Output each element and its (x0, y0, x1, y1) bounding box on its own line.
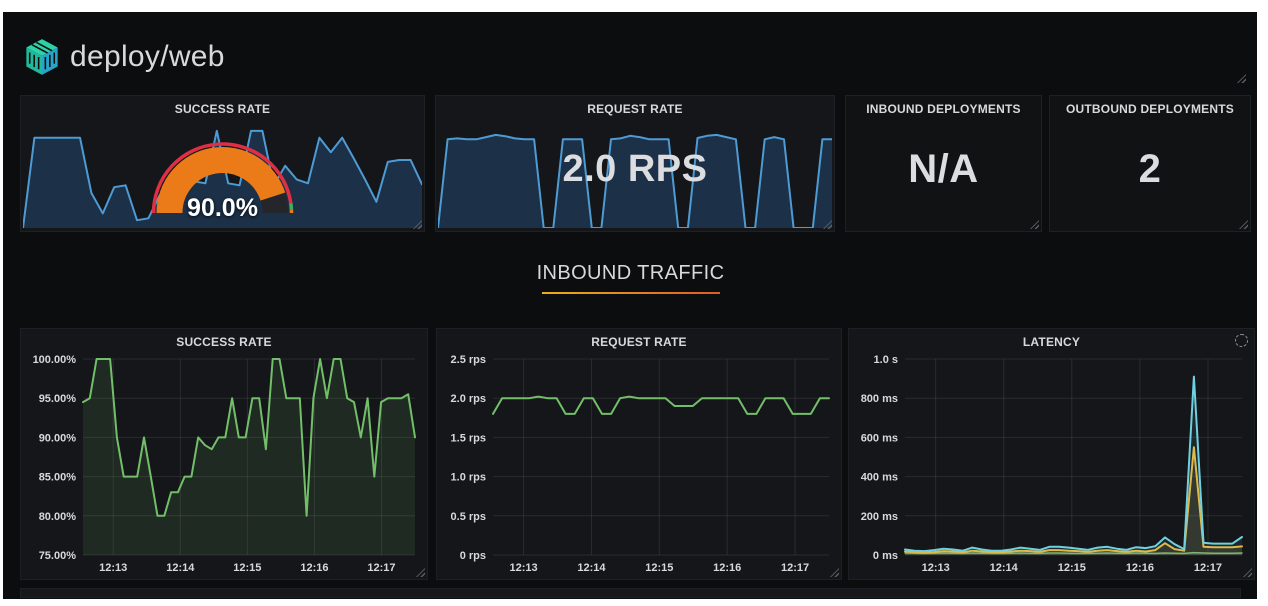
svg-text:12:15: 12:15 (1058, 562, 1086, 574)
svg-text:80.00%: 80.00% (39, 511, 77, 523)
svg-text:12:14: 12:14 (990, 562, 1019, 574)
svg-text:12:14: 12:14 (577, 562, 606, 574)
svg-text:12:15: 12:15 (233, 562, 261, 574)
outbound-deployments-stat-panel: OUTBOUND DEPLOYMENTS 2 (1049, 95, 1251, 232)
dashboard-title: deploy/web (70, 40, 225, 73)
svg-text:95.00%: 95.00% (39, 393, 77, 405)
panel-title[interactable]: OUTBOUND DEPLOYMENTS (1065, 102, 1234, 116)
panel-resize-handle[interactable] (1239, 220, 1248, 229)
svg-text:12:13: 12:13 (99, 562, 127, 574)
dashboard: deploy/web SUCCESS RATE 90.0% REQUEST RA… (3, 12, 1257, 599)
panel-title[interactable]: LATENCY (1022, 335, 1081, 349)
svg-text:2.0 rps: 2.0 rps (451, 393, 486, 405)
svg-text:1.0 rps: 1.0 rps (451, 472, 486, 484)
svg-text:75.00%: 75.00% (39, 550, 77, 562)
svg-text:0.5 rps: 0.5 rps (451, 511, 486, 523)
svg-text:12:16: 12:16 (713, 562, 741, 574)
svg-text:200 ms: 200 ms (861, 511, 898, 523)
svg-text:12:13: 12:13 (922, 562, 950, 574)
stat-value: 2.0 RPS (562, 148, 708, 190)
svg-text:400 ms: 400 ms (861, 472, 898, 484)
svg-text:12:16: 12:16 (1126, 562, 1154, 574)
panel-resize-handle[interactable] (823, 220, 832, 229)
latency-chart[interactable]: 1.0 s 800 ms 600 ms 400 ms 200 ms 0 ms 12:13 12… (853, 353, 1250, 575)
success-rate-gauge (21, 96, 424, 231)
stat-value: 2 (1138, 147, 1162, 191)
next-row-panel-sliver (20, 588, 1241, 598)
svg-text:2.5 rps: 2.5 rps (451, 354, 486, 366)
svg-text:0 ms: 0 ms (873, 550, 898, 562)
panel-resize-handle[interactable] (1237, 74, 1246, 83)
success-rate-stat-panel: SUCCESS RATE 90.0% (20, 95, 425, 232)
panel-title[interactable]: REQUEST RATE (587, 102, 683, 116)
svg-text:100.00%: 100.00% (33, 354, 77, 366)
svg-text:0 rps: 0 rps (460, 550, 486, 562)
request-rate-chart[interactable]: 2.5 rps 2.0 rps 1.5 rps 1.0 rps 0.5 rps 0 rps… (441, 353, 837, 575)
panel-resize-handle[interactable] (1243, 568, 1252, 577)
request-rate-chart-panel: REQUEST RATE 2.5 rps 2.0 rps 1.5 rps 1.0 rp… (436, 328, 842, 580)
section-title: INBOUND TRAFFIC (536, 262, 725, 284)
latency-chart-panel: LATENCY 1.0 s 800 ms 600 ms 400 ms 200 ms 0 m… (848, 328, 1255, 580)
svg-text:1.5 rps: 1.5 rps (451, 432, 486, 444)
section-header-inbound-traffic: INBOUND TRAFFIC (20, 262, 1241, 314)
panel-title[interactable]: SUCCESS RATE (176, 335, 272, 349)
svg-text:800 ms: 800 ms (861, 393, 898, 405)
svg-text:12:14: 12:14 (166, 562, 195, 574)
svg-text:12:17: 12:17 (367, 562, 395, 574)
section-underline (541, 292, 720, 294)
svg-text:12:13: 12:13 (510, 562, 538, 574)
svg-text:12:17: 12:17 (1194, 562, 1222, 574)
panel-title[interactable]: SUCCESS RATE (174, 102, 271, 116)
svg-text:12:15: 12:15 (645, 562, 673, 574)
svg-text:85.00%: 85.00% (39, 472, 77, 484)
success-rate-chart[interactable]: 100.00% 95.00% 90.00% 85.00% 80.00% 75.00% 12:… (25, 353, 423, 575)
svg-text:1.0 s: 1.0 s (874, 354, 898, 366)
success-rate-chart-panel: SUCCESS RATE 100.00% 95.00% 90.00% 85.00% 80… (20, 328, 428, 580)
panel-title[interactable]: REQUEST RATE (591, 335, 687, 349)
panel-resize-handle[interactable] (1030, 220, 1039, 229)
panel-resize-handle[interactable] (413, 220, 422, 229)
inbound-deployments-stat-panel: INBOUND DEPLOYMENTS N/A (845, 95, 1042, 232)
dashboard-header: deploy/web (23, 38, 225, 76)
svg-text:90.00%: 90.00% (39, 432, 77, 444)
panel-loading-spinner-icon (1235, 334, 1248, 347)
request-rate-stat-panel: REQUEST RATE 2.0 RPS (435, 95, 835, 232)
svg-text:12:17: 12:17 (781, 562, 809, 574)
panel-resize-handle[interactable] (416, 568, 425, 577)
svg-text:12:16: 12:16 (300, 562, 328, 574)
gauge-value: 90.0% (187, 194, 258, 222)
svg-text:600 ms: 600 ms (861, 432, 898, 444)
request-rate-sparkline (438, 126, 832, 228)
panel-title[interactable]: INBOUND DEPLOYMENTS (866, 102, 1021, 116)
panel-resize-handle[interactable] (830, 568, 839, 577)
stat-value: N/A (908, 147, 979, 191)
linkerd-logo-icon (23, 38, 61, 76)
